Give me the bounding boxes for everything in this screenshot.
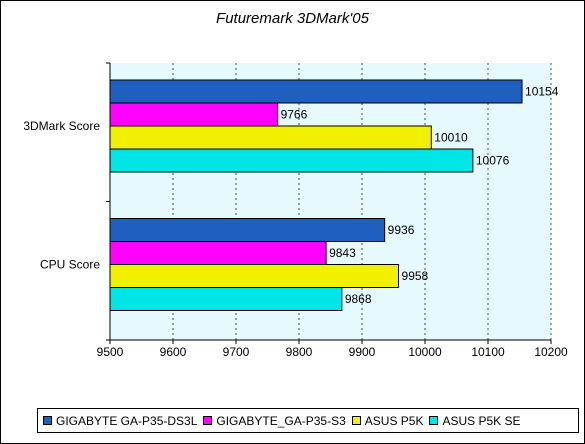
x-tick-label: 9500 bbox=[97, 345, 124, 359]
data-label: 9766 bbox=[281, 108, 308, 122]
legend-label: ASUS P5K bbox=[364, 413, 424, 428]
legend-swatch bbox=[429, 416, 439, 425]
data-label: 9868 bbox=[345, 292, 372, 306]
legend-swatch bbox=[203, 416, 213, 425]
data-label: 10154 bbox=[525, 85, 559, 99]
x-tick-label: 10200 bbox=[534, 345, 568, 359]
x-tick-label: 10000 bbox=[408, 345, 442, 359]
bar bbox=[109, 264, 400, 288]
category-label: 3DMark Score bbox=[23, 119, 100, 133]
bar bbox=[109, 79, 523, 104]
x-tick-label: 9900 bbox=[349, 345, 376, 359]
legend-label: ASUS P5K SE bbox=[442, 413, 521, 428]
data-label: 9958 bbox=[402, 269, 429, 283]
bar bbox=[109, 148, 474, 173]
bar bbox=[109, 241, 327, 265]
legend-item: ASUS P5K SE bbox=[429, 413, 521, 428]
legend-item: GIGABYTE_GA-P35-S3 bbox=[203, 413, 346, 428]
legend-item: ASUS P5K bbox=[351, 413, 424, 428]
bar bbox=[109, 125, 432, 150]
chart-title: Futuremark 3DMark'05 bbox=[216, 10, 369, 27]
data-label: 9936 bbox=[388, 223, 415, 237]
x-tick-label: 9700 bbox=[223, 345, 250, 359]
legend-item: GIGABYTE GA-P35-DS3L bbox=[43, 414, 197, 428]
bar bbox=[109, 218, 386, 242]
bar bbox=[109, 287, 343, 311]
category-label: CPU Score bbox=[40, 258, 100, 272]
data-label: 9843 bbox=[329, 246, 356, 260]
legend-swatch bbox=[351, 416, 361, 425]
bar bbox=[109, 102, 279, 127]
legend-label: GIGABYTE_GA-P35-S3 bbox=[216, 413, 346, 428]
legend-label: GIGABYTE GA-P35-DS3L bbox=[56, 413, 198, 428]
legend: GIGABYTE GA-P35-DS3L GIGABYTE_GA-P35-S3 AS… bbox=[37, 408, 579, 433]
data-label: 10076 bbox=[476, 154, 510, 168]
legend-swatch bbox=[43, 416, 52, 425]
x-tick-label: 9800 bbox=[286, 345, 313, 359]
x-tick-label: 9600 bbox=[160, 345, 187, 359]
x-tick-label: 10100 bbox=[471, 345, 505, 359]
data-label: 10010 bbox=[434, 131, 468, 145]
